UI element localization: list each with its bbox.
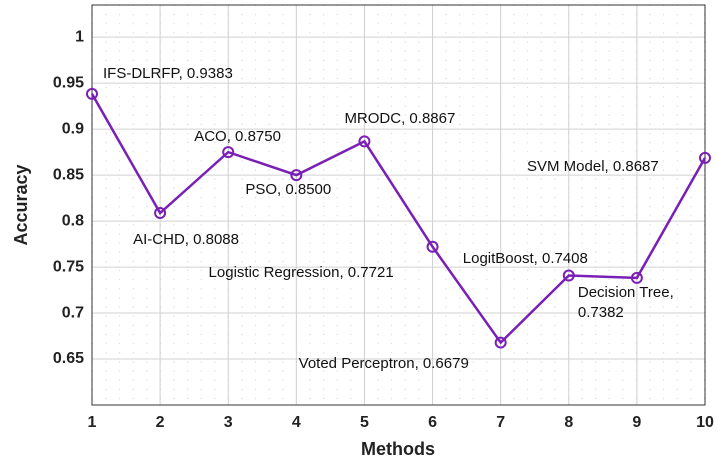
value-label: IFS-DLRFP, 0.9383: [103, 64, 233, 82]
data-point: [699, 151, 711, 164]
x-tick-label: 6: [428, 414, 437, 431]
x-tick-label: 9: [632, 414, 641, 431]
x-tick-label: 8: [564, 414, 573, 431]
y-tick-label: 0.95: [53, 74, 84, 91]
value-label: Decision Tree, 0.7382: [577, 283, 674, 321]
x-tick-label: 3: [224, 414, 233, 431]
y-tick-label: 0.75: [53, 258, 84, 275]
x-axis-label: Methods: [361, 439, 435, 459]
value-label: PSO, 0.8500: [245, 181, 332, 199]
value-label: ACO, 0.8750: [194, 128, 281, 146]
y-tick-label: 0.7: [62, 304, 84, 321]
y-tick-label: 0.85: [53, 166, 84, 183]
data-point: [154, 207, 167, 219]
value-label: Logistic Regression, 0.7721: [208, 263, 394, 281]
data-point: [290, 169, 303, 182]
minor-grid: [92, 5, 705, 405]
y-tick-label: 0.8: [62, 212, 84, 229]
data-point: [426, 240, 439, 253]
y-axis-label: Accuracy: [11, 164, 31, 245]
data-point: [222, 146, 235, 159]
value-label: Voted Perceptron, 0.6679: [298, 354, 469, 372]
plot-frame: [91, 4, 706, 406]
x-tick-label: 10: [696, 414, 714, 431]
x-tick-label: 4: [292, 414, 301, 431]
x-tick-label: 5: [360, 414, 369, 431]
data-point: [562, 269, 575, 282]
data-point: [630, 271, 643, 284]
value-label: MRODC, 0.8867: [344, 110, 456, 128]
y-tick-label: 1: [75, 28, 84, 45]
x-tick-label: 1: [88, 414, 97, 431]
value-label: SVM Model, 0.8687: [527, 157, 659, 175]
x-tick-label: 2: [156, 414, 165, 431]
y-tick-label: 0.9: [62, 120, 84, 137]
data-line: [90, 93, 707, 345]
y-tick-label: 0.65: [53, 350, 84, 367]
value-label: LogitBoost, 0.7408: [462, 249, 588, 267]
x-tick-label: 7: [496, 414, 505, 431]
data-point: [494, 336, 507, 349]
data-point: [86, 87, 98, 100]
data-point: [358, 135, 371, 148]
value-label: AI-CHD, 0.8088: [133, 231, 239, 248]
